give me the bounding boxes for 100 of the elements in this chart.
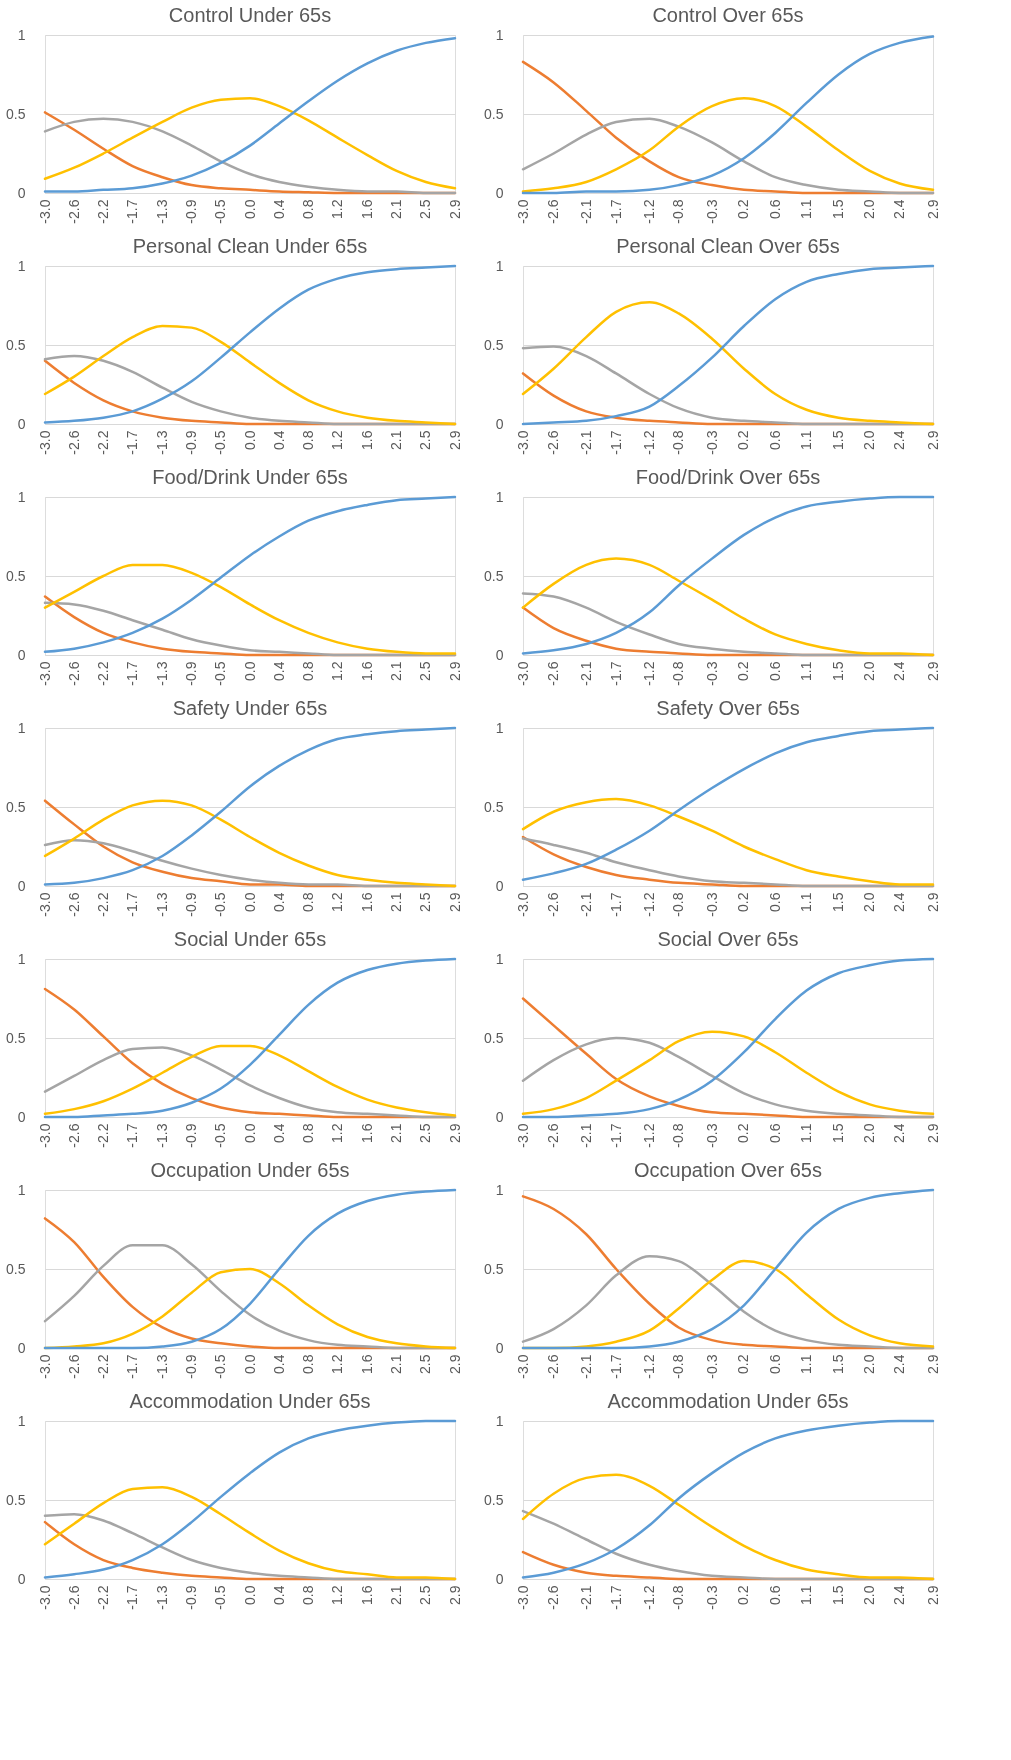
x-tick-label: -3.0	[514, 892, 531, 917]
x-tick-label: 1.2	[329, 199, 346, 219]
x-tick-label: -0.9	[183, 892, 200, 917]
y-tick-label: 0	[17, 1339, 26, 1356]
x-tick-label: 0.8	[299, 1123, 316, 1143]
line-series	[521, 264, 935, 426]
x-tick-label: -1.2	[640, 1585, 657, 1610]
y-tick-label: 1	[17, 26, 26, 43]
x-tick-label: 0.6	[766, 661, 783, 681]
line-series	[43, 799, 457, 888]
x-tick-label: -2.6	[545, 1123, 562, 1148]
y-tick-label: 0	[17, 1108, 26, 1125]
x-tick-label: 0.0	[241, 1123, 258, 1143]
x-tick-label: -3.0	[514, 661, 531, 686]
x-tick-label: 0.4	[270, 430, 287, 450]
x-tick-label: -2.6	[65, 1123, 82, 1148]
x-tick-label: 1.1	[798, 430, 815, 450]
x-tick-label: 2.4	[891, 430, 908, 450]
chart-title: Social Under 65s	[173, 928, 327, 950]
x-tick-label: 0.2	[735, 430, 752, 450]
x-tick-label: 2.0	[861, 1354, 878, 1374]
x-tick-label: -1.7	[607, 1354, 624, 1379]
x-tick-label: 2.9	[924, 1585, 941, 1605]
chart-title: Safety Over 65s	[656, 697, 800, 719]
x-tick-label: -3.0	[36, 430, 53, 455]
x-tick-label: -0.9	[183, 430, 200, 455]
x-tick-label: -3.0	[514, 1354, 531, 1379]
x-tick-label: 2.1	[388, 199, 405, 219]
x-tick-label: -0.3	[703, 1585, 720, 1610]
x-tick-label: 0.8	[299, 661, 316, 681]
line-series	[43, 264, 457, 424]
y-tick-label: 0.5	[484, 336, 504, 353]
x-tick-label: -0.5	[212, 892, 229, 917]
x-tick-label: -0.9	[183, 661, 200, 686]
x-tick-label: 0.8	[299, 430, 316, 450]
x-tick-label: -0.3	[703, 430, 720, 455]
x-tick-label: -1.2	[640, 1123, 657, 1148]
line-series	[521, 495, 935, 655]
x-tick-label: 0.6	[766, 199, 783, 219]
x-tick-label: -2.6	[65, 1585, 82, 1610]
x-tick-label: -0.9	[183, 1585, 200, 1610]
x-tick-label: -1.7	[124, 1585, 141, 1610]
x-tick-label: -2.6	[65, 430, 82, 455]
y-tick-label: 0	[495, 1108, 504, 1125]
x-tick-label: 1.5	[829, 430, 846, 450]
x-tick-label: 0.0	[241, 430, 258, 450]
y-tick-label: 1	[17, 1412, 26, 1429]
y-tick-label: 0	[17, 646, 26, 663]
x-tick-label: 1.1	[798, 1585, 815, 1605]
y-tick-label: 0.5	[6, 1491, 26, 1508]
x-tick-label: 1.6	[358, 1585, 375, 1605]
y-tick-label: 0.5	[6, 1029, 26, 1046]
x-tick-label: 1.5	[829, 199, 846, 219]
x-tick-label: 1.6	[358, 1123, 375, 1143]
x-tick-label: -2.1	[577, 661, 594, 686]
x-tick-label: -2.6	[65, 199, 82, 224]
x-tick-label: 0.4	[270, 892, 287, 912]
x-tick-label: 2.1	[388, 430, 405, 450]
line-series	[43, 563, 457, 655]
x-tick-label: 2.5	[417, 892, 434, 912]
y-tick-label: 0.5	[484, 1029, 504, 1046]
y-tick-label: 1	[17, 719, 26, 736]
x-tick-label: 2.9	[924, 661, 941, 681]
x-tick-label: 1.2	[329, 430, 346, 450]
x-tick-label: -1.3	[153, 1123, 170, 1148]
x-tick-label: -1.3	[153, 661, 170, 686]
x-tick-label: 2.5	[417, 1123, 434, 1143]
y-tick-label: 0	[495, 877, 504, 894]
x-tick-label: -1.7	[607, 1585, 624, 1610]
x-tick-label: 2.4	[891, 1585, 908, 1605]
x-tick-label: -0.3	[703, 199, 720, 224]
x-tick-label: 2.4	[891, 1354, 908, 1374]
x-tick-label: 2.0	[861, 1123, 878, 1143]
x-tick-label: 0.2	[735, 892, 752, 912]
line-series	[521, 1473, 935, 1581]
x-tick-label: -3.0	[36, 661, 53, 686]
x-tick-label: -2.6	[545, 892, 562, 917]
x-tick-label: 0.6	[766, 892, 783, 912]
x-tick-label: 0.8	[299, 199, 316, 219]
y-tick-label: 0.5	[484, 567, 504, 584]
x-tick-label: -2.6	[545, 1585, 562, 1610]
x-tick-label: -3.0	[514, 1585, 531, 1610]
x-tick-label: 1.6	[358, 1354, 375, 1374]
x-tick-label: 2.9	[446, 1123, 463, 1143]
y-tick-label: 0.5	[6, 798, 26, 815]
x-tick-label: 2.9	[446, 1354, 463, 1374]
x-tick-label: -2.2	[94, 1354, 111, 1379]
x-tick-label: -2.1	[577, 892, 594, 917]
x-tick-label: 1.2	[329, 661, 346, 681]
x-tick-label: -0.8	[670, 892, 687, 917]
x-tick-label: 0.8	[299, 1585, 316, 1605]
x-tick-label: 2.0	[861, 430, 878, 450]
x-tick-label: -1.3	[153, 1354, 170, 1379]
y-tick-label: 0.5	[6, 336, 26, 353]
line-series	[521, 301, 935, 426]
x-tick-label: -0.9	[183, 199, 200, 224]
chart-title: Control Over 65s	[652, 4, 804, 26]
x-tick-label: 0.6	[766, 1123, 783, 1143]
x-tick-label: -1.7	[124, 199, 141, 224]
x-tick-label: -3.0	[514, 1123, 531, 1148]
